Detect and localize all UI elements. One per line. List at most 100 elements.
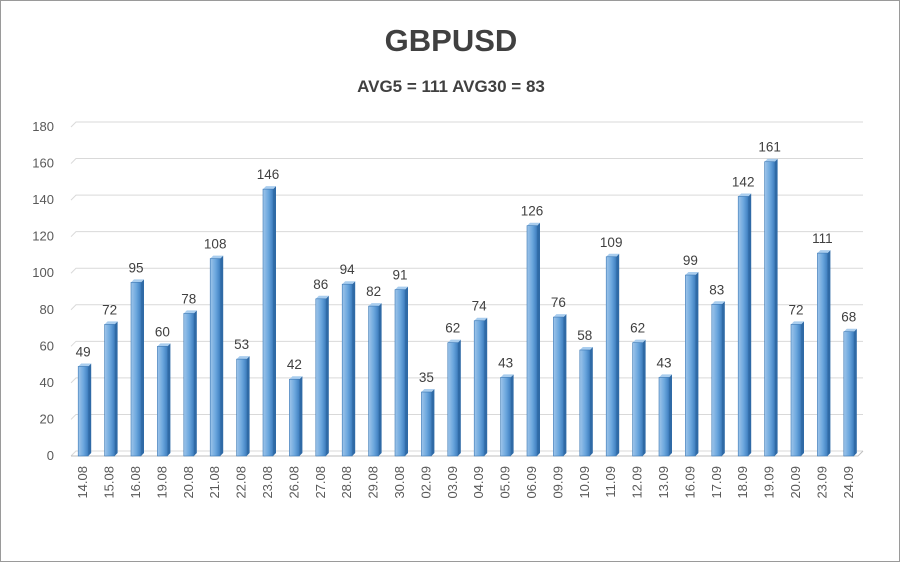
data-label: 142 xyxy=(732,174,755,189)
x-tick-label: 27.08 xyxy=(313,466,328,499)
gridline xyxy=(70,377,863,384)
x-tick-label: 03.09 xyxy=(445,466,460,499)
x-tick-label: 20.08 xyxy=(181,466,196,499)
x-tick-label: 28.08 xyxy=(339,466,354,499)
bar xyxy=(289,376,303,457)
data-label: 161 xyxy=(758,140,781,155)
bar xyxy=(341,281,356,457)
gridline xyxy=(70,121,863,128)
y-tick-label: 20 xyxy=(40,411,54,426)
y-tick-label: 60 xyxy=(40,338,54,353)
data-label: 91 xyxy=(392,268,407,283)
data-label: 43 xyxy=(656,355,671,370)
data-label: 49 xyxy=(76,344,91,359)
data-label: 95 xyxy=(128,260,143,275)
bar xyxy=(104,321,118,457)
y-tick-label: 80 xyxy=(40,302,54,317)
gridline xyxy=(70,413,863,420)
data-label: 108 xyxy=(204,237,227,252)
gridline xyxy=(70,304,863,311)
data-label: 83 xyxy=(709,282,724,297)
bar xyxy=(473,317,488,457)
bar xyxy=(130,279,144,457)
data-label: 68 xyxy=(841,310,856,325)
bar xyxy=(817,250,831,457)
bar xyxy=(711,301,725,457)
bar xyxy=(421,389,435,457)
x-tick-label: 16.09 xyxy=(682,466,697,499)
bar xyxy=(526,222,540,457)
x-tick-label: 06.09 xyxy=(524,466,539,499)
data-label: 62 xyxy=(630,321,645,336)
x-tick-label: 21.08 xyxy=(207,466,222,499)
data-label: 82 xyxy=(366,284,381,299)
y-tick-label: 40 xyxy=(40,375,54,390)
data-label: 72 xyxy=(788,302,803,317)
bar xyxy=(605,253,620,457)
chart-subtitle: AVG5 = 111 AVG30 = 83 xyxy=(357,77,545,96)
x-axis-line xyxy=(71,450,864,457)
x-tick-label: 23.09 xyxy=(814,466,829,499)
bar xyxy=(447,339,461,457)
data-label: 72 xyxy=(102,302,117,317)
data-label: 58 xyxy=(577,328,592,343)
bar xyxy=(394,286,408,457)
x-tick-label: 09.09 xyxy=(550,466,565,499)
data-label: 43 xyxy=(498,355,513,370)
data-label: 126 xyxy=(521,204,544,219)
data-label: 60 xyxy=(155,324,170,339)
x-tick-label: 30.08 xyxy=(392,466,407,499)
x-tick-label: 19.09 xyxy=(762,466,777,499)
gridline xyxy=(70,194,863,201)
x-tick-label: 04.09 xyxy=(471,466,486,499)
x-tick-label: 26.08 xyxy=(286,466,301,499)
y-axis: 0 20 40 60 80 100 120 140 160 180 xyxy=(32,119,54,463)
data-label: 78 xyxy=(181,291,196,306)
data-label: 35 xyxy=(419,370,434,385)
gridline xyxy=(70,267,863,274)
y-tick-label: 120 xyxy=(32,229,54,244)
bar xyxy=(553,314,567,457)
bar xyxy=(236,356,250,457)
x-tick-label: 10.09 xyxy=(577,466,592,499)
data-label: 53 xyxy=(234,337,249,352)
data-label: 74 xyxy=(472,299,488,314)
y-tick-label: 180 xyxy=(32,119,54,134)
gridline xyxy=(70,231,863,238)
y-tick-label: 100 xyxy=(32,265,54,280)
x-tick-label: 12.09 xyxy=(630,466,645,499)
x-tick-label: 23.08 xyxy=(260,466,275,499)
gridline xyxy=(70,158,863,164)
data-label: 99 xyxy=(683,253,698,268)
bar xyxy=(790,321,804,457)
x-tick-label: 18.09 xyxy=(735,466,750,499)
bar xyxy=(315,295,329,457)
x-tick-label: 20.09 xyxy=(788,466,803,499)
bar xyxy=(500,374,514,457)
bar xyxy=(262,186,276,457)
gridlines xyxy=(70,121,864,457)
x-tick-label: 16.08 xyxy=(128,466,143,499)
bar xyxy=(843,328,857,457)
bar xyxy=(632,339,646,457)
bar xyxy=(183,310,197,457)
y-tick-label: 140 xyxy=(32,192,54,207)
data-label: 86 xyxy=(313,277,328,292)
data-label: 111 xyxy=(812,231,833,246)
bar xyxy=(737,193,752,457)
x-tick-label: 15.08 xyxy=(102,466,117,499)
bar xyxy=(77,363,92,457)
gridline xyxy=(70,340,863,347)
x-tick-label: 11.09 xyxy=(603,466,618,498)
x-tick-label: 22.08 xyxy=(234,466,249,499)
x-tick-label: 13.09 xyxy=(656,466,671,499)
bar xyxy=(579,346,593,457)
bar xyxy=(658,374,672,457)
bar xyxy=(157,343,171,457)
x-axis: 14.08 15.08 16.08 19.08 20.08 21.08 22.08 23.08… xyxy=(75,466,856,499)
y-tick-label: 160 xyxy=(32,156,54,171)
x-tick-label: 24.09 xyxy=(841,466,856,499)
gridline xyxy=(70,450,863,457)
bar xyxy=(368,303,382,457)
